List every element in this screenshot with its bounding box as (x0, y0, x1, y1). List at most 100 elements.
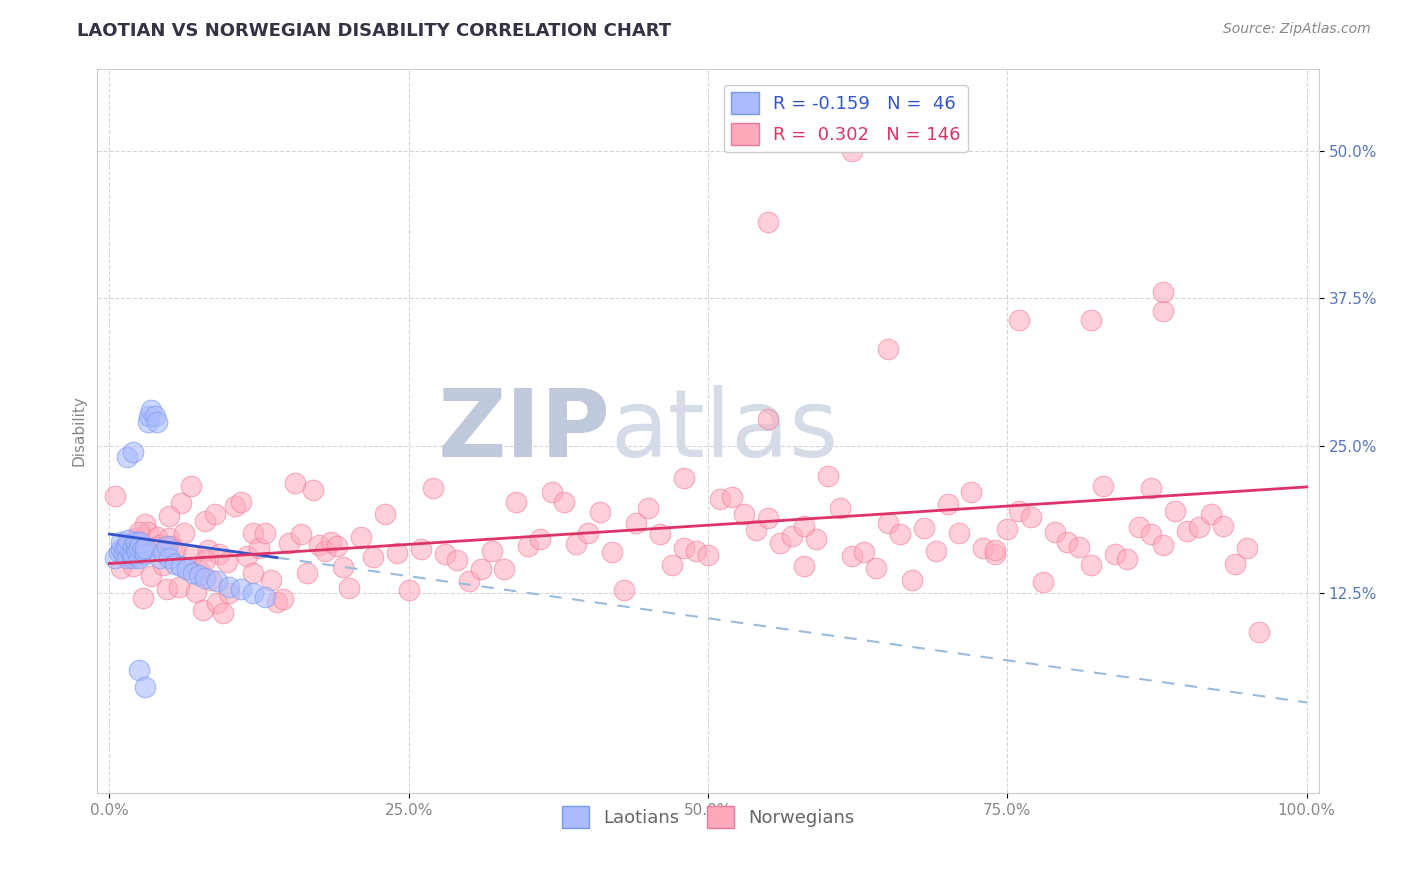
Point (125, 545, 148, 559)
Text: LAOTIAN VS NORWEGIAN DISABILITY CORRELATION CHART: LAOTIAN VS NORWEGIAN DISABILITY CORRELAT… (77, 22, 672, 40)
Point (481, 544, 503, 558)
Point (1092, 479, 1115, 493)
Point (1116, 552, 1139, 566)
Point (149, 538, 172, 552)
Point (132, 591, 155, 605)
Point (1021, 510, 1043, 524)
Point (160, 539, 183, 553)
Point (804, 533, 827, 547)
Point (780, 529, 803, 543)
Point (117, 550, 139, 565)
Point (224, 500, 246, 514)
Point (817, 468, 839, 483)
Point (128, 541, 150, 556)
Point (117, 541, 139, 556)
Point (769, 535, 792, 549)
Point (422, 481, 444, 495)
Point (876, 516, 898, 530)
Point (191, 603, 214, 617)
Point (284, 476, 307, 491)
Point (697, 548, 720, 562)
Point (165, 542, 187, 557)
Point (242, 586, 264, 600)
Point (756, 215, 779, 229)
Point (194, 571, 217, 585)
Point (128, 545, 150, 559)
Point (326, 539, 349, 553)
Point (242, 525, 264, 540)
Point (924, 544, 946, 558)
Point (208, 547, 231, 561)
Point (124, 535, 146, 549)
Point (673, 541, 696, 555)
Point (128, 524, 150, 539)
Point (457, 574, 479, 588)
Point (138, 409, 160, 424)
Legend: Laotians, Norwegians: Laotians, Norwegians (554, 798, 862, 835)
Point (984, 547, 1007, 561)
Point (197, 542, 219, 557)
Point (470, 561, 492, 575)
Point (129, 535, 152, 549)
Point (120, 545, 142, 559)
Point (212, 606, 235, 620)
Point (184, 585, 207, 599)
Point (337, 581, 360, 595)
Point (565, 537, 588, 551)
Point (188, 563, 211, 577)
Point (1080, 312, 1102, 326)
Point (205, 574, 228, 589)
Point (1080, 558, 1102, 572)
Point (637, 500, 659, 515)
Point (242, 566, 264, 580)
Point (1247, 624, 1270, 639)
Point (136, 415, 159, 429)
Point (793, 519, 815, 533)
Point (756, 510, 779, 524)
Point (1164, 504, 1187, 518)
Point (1069, 540, 1091, 554)
Y-axis label: Disability: Disability (72, 395, 86, 467)
Point (188, 568, 211, 582)
Point (247, 541, 270, 555)
Point (613, 582, 636, 597)
Point (122, 558, 145, 573)
Point (1152, 537, 1174, 551)
Point (253, 525, 276, 540)
Point (505, 494, 527, 508)
Point (936, 497, 959, 511)
Point (295, 566, 318, 580)
Point (600, 544, 623, 558)
Point (266, 595, 288, 609)
Point (302, 483, 325, 497)
Point (1188, 520, 1211, 534)
Point (170, 496, 193, 510)
Point (104, 489, 127, 503)
Point (889, 527, 911, 541)
Point (1032, 575, 1054, 590)
Point (841, 144, 863, 158)
Point (229, 582, 252, 597)
Point (180, 479, 202, 493)
Point (122, 547, 145, 561)
Point (900, 573, 922, 587)
Point (181, 549, 204, 563)
Point (110, 542, 132, 557)
Point (1236, 541, 1258, 556)
Point (1212, 518, 1234, 533)
Text: ZIP: ZIP (437, 385, 610, 477)
Point (745, 523, 768, 537)
Text: atlas: atlas (610, 385, 838, 477)
Point (122, 444, 145, 458)
Point (385, 546, 408, 560)
Point (1128, 520, 1150, 534)
Point (1008, 504, 1031, 518)
Point (1175, 524, 1198, 539)
Point (409, 541, 432, 556)
Point (229, 495, 252, 509)
Point (1199, 507, 1222, 521)
Point (1152, 304, 1174, 318)
Point (260, 573, 283, 587)
Point (108, 545, 131, 559)
Point (661, 558, 683, 572)
